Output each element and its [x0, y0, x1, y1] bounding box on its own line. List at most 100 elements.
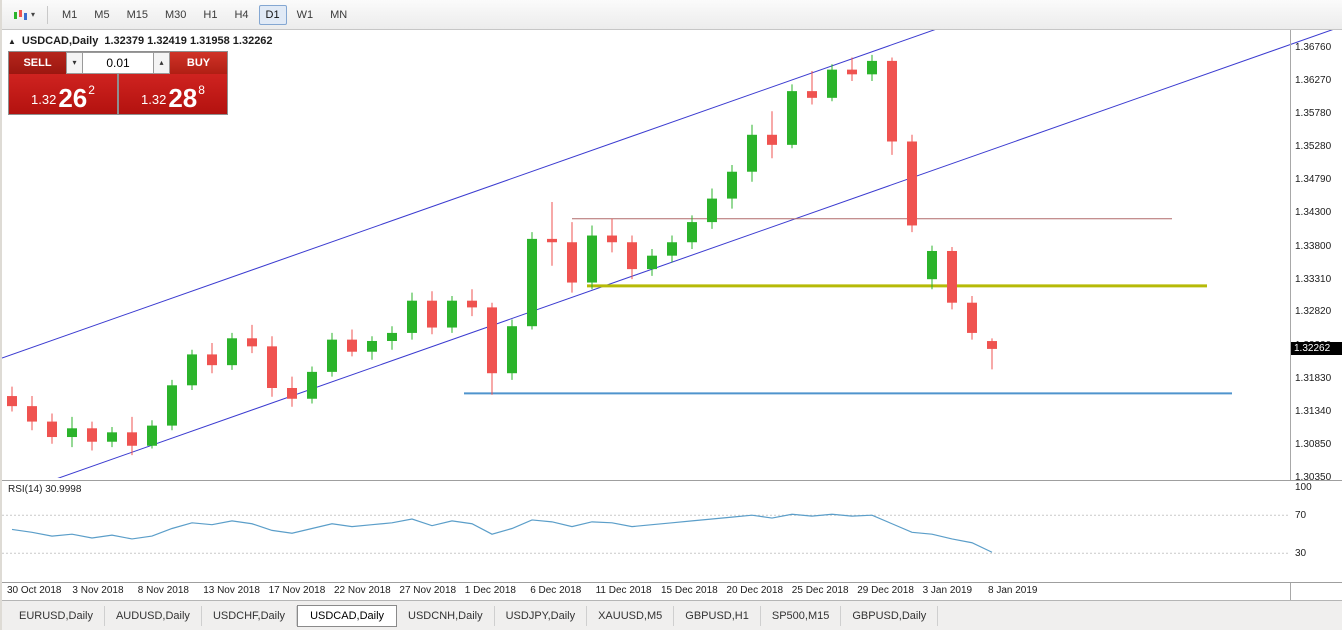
tab-gbpusd-daily[interactable]: GBPUSD,Daily — [841, 605, 939, 626]
candle-body — [407, 300, 417, 333]
rsi-axis-label: 30 — [1295, 548, 1307, 560]
sell-button[interactable]: SELL — [9, 52, 66, 74]
chevron-down-icon: ▾ — [31, 10, 36, 19]
timeframe-m15-button[interactable]: M15 — [126, 8, 148, 21]
chart-type-button[interactable]: ▾ — [8, 5, 40, 25]
candle-body — [627, 242, 637, 270]
candle-body — [747, 134, 757, 172]
candle-body — [127, 432, 137, 446]
candle-body — [787, 91, 797, 145]
candle-body — [427, 300, 437, 328]
date-axis-label: 8 Jan 2019 — [988, 585, 1038, 596]
tab-eurusd-daily[interactable]: EURUSD,Daily — [8, 605, 105, 626]
timeframe-d1-button[interactable]: D1 — [258, 4, 287, 25]
tab-audusd-daily[interactable]: AUDUSD,Daily — [105, 605, 202, 626]
price-axis-label: 1.34790 — [1295, 174, 1332, 186]
candle-body — [87, 428, 97, 442]
timeframe-w1-button[interactable]: W1 — [296, 8, 314, 21]
main-chart[interactable]: ▲ USDCAD,Daily 1.32379 1.32419 1.31958 1… — [2, 30, 1342, 478]
trend-channel-line[interactable] — [2, 30, 1342, 359]
date-axis-label: 15 Dec 2018 — [661, 585, 718, 596]
candlestick-chart[interactable] — [2, 30, 1342, 478]
tab-gbpusd-h1[interactable]: GBPUSD,H1 — [674, 605, 761, 626]
candle-body — [647, 255, 657, 270]
timeframe-m30-button[interactable]: M30 — [164, 8, 187, 21]
buy-price-button[interactable]: 1.32 28 8 — [119, 74, 227, 114]
price-axis-label: 1.35280 — [1295, 141, 1332, 153]
volume-down-button[interactable]: ▾ — [66, 52, 83, 74]
price-axis-label: 1.31830 — [1295, 372, 1332, 384]
date-axis-label: 1 Dec 2018 — [464, 585, 516, 596]
date-axis-label: 6 Dec 2018 — [530, 585, 582, 596]
collapse-one-click-icon[interactable]: ▲ — [8, 36, 16, 46]
tab-usdjpy-daily[interactable]: USDJPY,Daily — [495, 605, 588, 626]
price-axis-label: 1.30850 — [1295, 438, 1332, 450]
candle-body — [307, 371, 317, 399]
candle-body — [287, 387, 297, 399]
buy-price-bigfigure: 1.32 — [141, 92, 167, 107]
timeframe-h1-button[interactable]: H1 — [203, 8, 218, 21]
rsi-panel[interactable]: RSI(14) 30.9998 — [2, 481, 1342, 582]
tab-usdcnh-daily[interactable]: USDCNH,Daily — [397, 605, 495, 626]
buy-price-pips: 28 — [168, 82, 198, 113]
mini-candlestick-icon — [14, 9, 27, 20]
price-axis[interactable]: 1.36760 1.36270 1.35780 1.35280 1.34790 1.343… — [1295, 30, 1342, 484]
candle-body — [487, 307, 497, 374]
candle-body — [387, 332, 397, 341]
date-axis-label: 11 Dec 2018 — [595, 585, 652, 596]
date-axis-label: 30 Oct 2018 — [7, 585, 62, 596]
trend-channel-line[interactable] — [2, 30, 1342, 478]
price-axis-label: 1.36760 — [1295, 41, 1332, 53]
date-axis-label: 3 Jan 2019 — [922, 585, 973, 596]
rsi-chart — [2, 513, 1290, 554]
buy-button[interactable]: BUY — [170, 52, 227, 74]
date-axis[interactable]: 30 Oct 2018 3 Nov 2018 8 Nov 2018 13 Nov 20… — [2, 583, 1290, 600]
chart-ohlc-values: 1.32379 1.32419 1.31958 1.32262 — [104, 35, 273, 47]
candle-body — [507, 326, 517, 374]
toolbar-separator — [47, 5, 49, 24]
candle-body — [27, 406, 37, 422]
date-axis-label: 17 Nov 2018 — [268, 585, 326, 596]
chart-rsi-divider[interactable] — [2, 480, 1342, 481]
tab-usdcad-daily[interactable]: USDCAD,Daily — [297, 604, 398, 627]
rsi-line — [11, 513, 993, 553]
tab-xauusd-m5[interactable]: XAUUSD,M5 — [587, 605, 675, 626]
candle-body — [247, 338, 257, 347]
candle-body — [447, 300, 457, 328]
date-axis-label: 13 Nov 2018 — [203, 585, 260, 596]
volume-up-button[interactable]: ▴ — [153, 52, 170, 74]
date-axis-label: 29 Dec 2018 — [857, 585, 914, 596]
sell-price-pips: 26 — [58, 82, 88, 113]
date-axis-label: 8 Nov 2018 — [137, 585, 189, 596]
volume-input[interactable]: 0.01 — [83, 52, 153, 74]
rsi-bottom-divider — [2, 582, 1342, 583]
tab-usdchf-daily[interactable]: USDCHF,Daily — [202, 605, 298, 626]
candle-body — [807, 91, 817, 98]
candle-body — [967, 302, 977, 333]
candle-body — [727, 171, 737, 199]
trade-prices-row: 1.32 26 2 1.32 28 8 — [9, 74, 227, 114]
candle-body — [927, 250, 937, 280]
candle-body — [67, 428, 77, 438]
price-axis-label: 1.32820 — [1295, 306, 1332, 318]
timeframe-m5-button[interactable]: M5 — [94, 8, 110, 21]
candle-body — [267, 346, 277, 388]
candle-body — [7, 396, 17, 407]
price-axis-label: 1.31340 — [1295, 405, 1332, 417]
candle-body — [607, 235, 617, 243]
timeframe-h4-button[interactable]: H4 — [234, 8, 249, 21]
candle-body — [47, 421, 57, 438]
price-axis-label: 1.34300 — [1295, 207, 1332, 219]
rsi-axis: 100 70 30 — [1295, 481, 1342, 582]
chart-symbol-title: USDCAD,Daily — [21, 35, 99, 47]
tab-sp500-m15[interactable]: SP500,M15 — [761, 605, 842, 626]
candle-body — [587, 235, 597, 283]
candle-body — [467, 300, 477, 308]
rsi-label: RSI(14) 30.9998 — [8, 484, 82, 495]
sell-price-button[interactable]: 1.32 26 2 — [9, 74, 117, 114]
candle-body — [147, 425, 157, 446]
timeframe-m1-button[interactable]: M1 — [62, 8, 78, 21]
candle-body — [227, 338, 237, 366]
timeframe-mn-button[interactable]: MN — [330, 8, 348, 21]
candle-body — [687, 222, 697, 243]
